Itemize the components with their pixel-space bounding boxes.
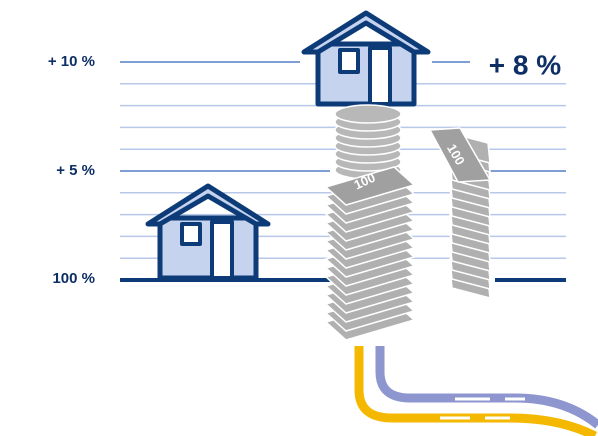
axis-label: + 5 % [56,162,95,179]
banknote [324,166,416,206]
banknote [428,127,492,183]
house-small [145,183,271,281]
axis-label: + 10 % [48,53,95,70]
house-large [301,10,431,107]
banknote-stack [324,166,416,341]
coin-stack [334,104,402,180]
axis-label: 100 % [52,270,95,287]
callout: + 8 % [489,49,561,80]
coin [334,104,402,124]
banknote-stack [428,127,492,300]
road [354,346,598,436]
